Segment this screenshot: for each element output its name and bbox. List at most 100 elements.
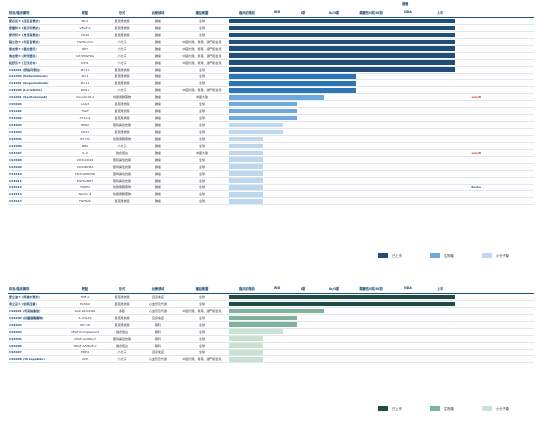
cell-form: 單克隆抗體	[114, 116, 130, 121]
phase-bar: III期：食管鱗狀細胞癌一線治療	[229, 81, 356, 86]
cell-form: 雙特異性抗體	[112, 157, 131, 162]
cell-area: 腫瘤	[154, 116, 161, 121]
phase-track: 在大中華上市：非小細胞肺癌、胃癌	[229, 67, 455, 73]
phase-header-cell: I期	[300, 287, 306, 291]
phase-track: 臨床前：濕性年齡相關性黃斑變性	[229, 343, 455, 349]
cell-area: 腫瘤	[154, 95, 161, 100]
cell-rights: 中國大陸	[195, 150, 208, 155]
table-row: CS3009 CD3xBCMA 雙特異性抗體 腫瘤 全球 臨床前	[8, 164, 534, 171]
partner-logo: Roche	[471, 185, 481, 190]
cell-rights: 全球	[198, 116, 205, 121]
legend-label: 生物藥	[443, 254, 454, 258]
table-row: 蘇立欣® (利妥昔單抗) FGFR1/2/3 小分子 腫瘤 中國大陸、香港、澳門和台灣 在…	[8, 39, 534, 46]
partner-logo: sanofi	[471, 150, 481, 155]
cell-area: 腫瘤	[154, 102, 161, 107]
table-row: 愛優特® (恩沃利單抗) VEGF-A 單克隆抗體 腫瘤 全球 在大中華上市：非小細胞肺癌…	[8, 25, 534, 32]
cell-form: 單克隆抗體	[114, 199, 130, 204]
cell-target: PD-1	[81, 74, 89, 79]
cell-rights: 全球	[198, 199, 205, 204]
cell-area: 心血管及代謝	[148, 357, 167, 362]
legend-label: 小分子藥	[495, 407, 509, 411]
phase-track: II期：肥胖症、2型糖尿病	[229, 308, 455, 314]
cell-form: 單克隆抗體	[114, 32, 130, 37]
phase-track: Ib/II期：胃癌或胃食管結合部腺癌	[229, 94, 455, 100]
cell-area: 眼科	[154, 322, 161, 327]
cell-drug: 愛立迪® (阿達木單抗)	[9, 294, 40, 299]
cell-drug: CS3007	[9, 150, 22, 155]
cell-rights: 全球	[198, 171, 205, 176]
phase-track: 臨床前	[229, 178, 455, 184]
phase-header-cell: NDA	[404, 10, 412, 14]
table-row: CS6007 PDE4 小分子 自身免疫 全球 臨床前	[8, 350, 534, 357]
table-row: CS6005 VEGF-A/ANG-2 雙特異性抗體 眼科 全球 臨床前：糖尿病黃斑水腫	[8, 336, 534, 343]
cell-rights: 全球	[198, 350, 205, 355]
cell-form: 單克隆抗體	[114, 81, 130, 86]
table-row: CS5005 (Lorlatinib) ROS1 小分子 腫瘤 中國大陸、香港、澳門和台…	[8, 87, 534, 95]
header-cell: 權益範圍	[195, 11, 209, 15]
phase-bar: 臨床前	[229, 136, 263, 142]
table-row: CS5006 LAG3 單克隆抗體 腫瘤 全球 I期：實體瘤	[8, 101, 534, 109]
cell-rights: 中國大陸、香港、澳門和台灣	[182, 308, 222, 313]
cell-drug: 拓舒沃® (艾伏尼布)	[9, 60, 37, 65]
cell-area: 腫瘤	[154, 67, 161, 72]
phase-bar: 臨床前：糖尿病黃斑水腫	[229, 336, 263, 341]
phase-bar: III期：肝細胞癌一線治療	[229, 74, 356, 79]
cell-form: 小分子	[117, 53, 127, 58]
legend-swatch	[378, 253, 388, 258]
phase-track: I期：實體瘤	[229, 108, 455, 114]
cell-target: LAG3	[81, 102, 89, 107]
cell-area: 自身免疫	[151, 350, 164, 355]
cell-target: CD47	[80, 129, 90, 134]
cell-target: CD3xGPRC5D	[74, 171, 96, 176]
cell-area: 腫瘤	[154, 25, 161, 30]
cell-drug: CS3013	[9, 192, 22, 197]
phase-header-cell: IND	[273, 286, 281, 290]
phase-track: IND：新生血管性年齡相關性黃斑變性	[229, 329, 455, 335]
cell-area: 腫瘤	[154, 129, 161, 134]
cell-drug: CS1002	[9, 109, 22, 114]
legend-swatch	[429, 406, 440, 411]
legend-item: 已上市	[378, 253, 402, 258]
phase-bar: II期：ROS1陽性非小細胞肺癌	[229, 88, 356, 93]
cell-target: IL-2	[82, 150, 88, 155]
cell-target: Nectin-4	[78, 192, 92, 197]
legend-label: 生物藥	[443, 407, 454, 411]
legend-item: 生物藥	[429, 253, 454, 258]
cell-form: 單克隆抗體	[114, 301, 130, 306]
cell-rights: 中國大陸、香港、澳門和台灣	[182, 53, 222, 58]
phase-header-cell: I期	[300, 11, 306, 15]
table-row: CS6004 VEGF/Complement 融合蛋白 眼科 全球 IND：新生血管性年齡…	[8, 329, 534, 336]
table-row: CS6006 VEGF-A/VEGF-C 融合蛋白 眼科 全球 臨床前：濕性年齡相關性黃斑…	[8, 343, 534, 350]
cell-drug: CS1003 (Nofazinlimab)	[9, 74, 48, 79]
cell-rights: 全球	[198, 25, 205, 30]
cell-drug: CS3006	[9, 143, 22, 148]
phase-header: 臨床前階段 IND I期 Ib/II期 關鍵性II期/III期 NDA 上市	[229, 286, 455, 291]
cell-target: CD3xCD20	[76, 157, 94, 162]
table-row: CS6002 (抗體偶聯藥物) IL-23p19 單克隆抗體 自身免疫 全球 I期：銀屑病	[8, 315, 534, 322]
table-row: CS3014 FGFR2b 單克隆抗體 腫瘤 全球 臨床前	[8, 198, 534, 206]
cell-form: 融合蛋白	[115, 329, 128, 334]
header-cell: 形式	[118, 11, 126, 15]
phase-bar: IND	[229, 129, 284, 135]
phase-track: I期：實體瘤	[229, 115, 455, 121]
header-cell: 治療領域	[151, 287, 165, 291]
phase-bar: 臨床前	[229, 164, 263, 169]
cell-drug: 愛必妥® (西妥昔單抗)	[9, 18, 40, 23]
cell-form: 雙特異性抗體	[112, 178, 131, 183]
phase-track: 臨床前	[229, 198, 455, 204]
cell-form: 雙特異性抗體	[112, 123, 131, 128]
cell-drug: CS3009	[9, 164, 22, 169]
cell-rights: 全球	[198, 157, 205, 162]
table-row: 普吉華® (普拉替尼) RET 小分子 腫瘤 中國大陸、香港、澳門和台灣 在大中華上市：R…	[8, 46, 534, 53]
cell-rights: 全球	[198, 32, 205, 37]
cell-rights: 全球	[198, 164, 205, 169]
table-row: CS3013 Nectin-4 抗體偶聯藥物 腫瘤 全球 臨床前	[8, 191, 534, 199]
cell-rights: 中國大陸、香港、澳門和台灣	[182, 88, 222, 93]
table-header: 核准/臨床藥物 靶點 形式 治療領域 權益範圍 臨床前階段 IND I期 Ib/II期 關鍵性II…	[8, 284, 534, 294]
cell-drug: 蘇立欣® (利妥昔單抗)	[9, 39, 40, 44]
table-row: 拓舒沃® (艾伏尼布) IDH1 小分子 腫瘤 中國大陸、香港、澳門和台灣 在大中華上市：…	[8, 60, 534, 67]
phase-track: I期：甲狀腺相關眼病	[229, 322, 455, 328]
cell-rights: 全球	[198, 67, 205, 72]
phase-track: 臨床前	[229, 150, 455, 156]
table-row: CS1001 (Sacituzumab) Claudin18.2 抗體偶聯藥物 腫瘤 中…	[8, 94, 534, 102]
